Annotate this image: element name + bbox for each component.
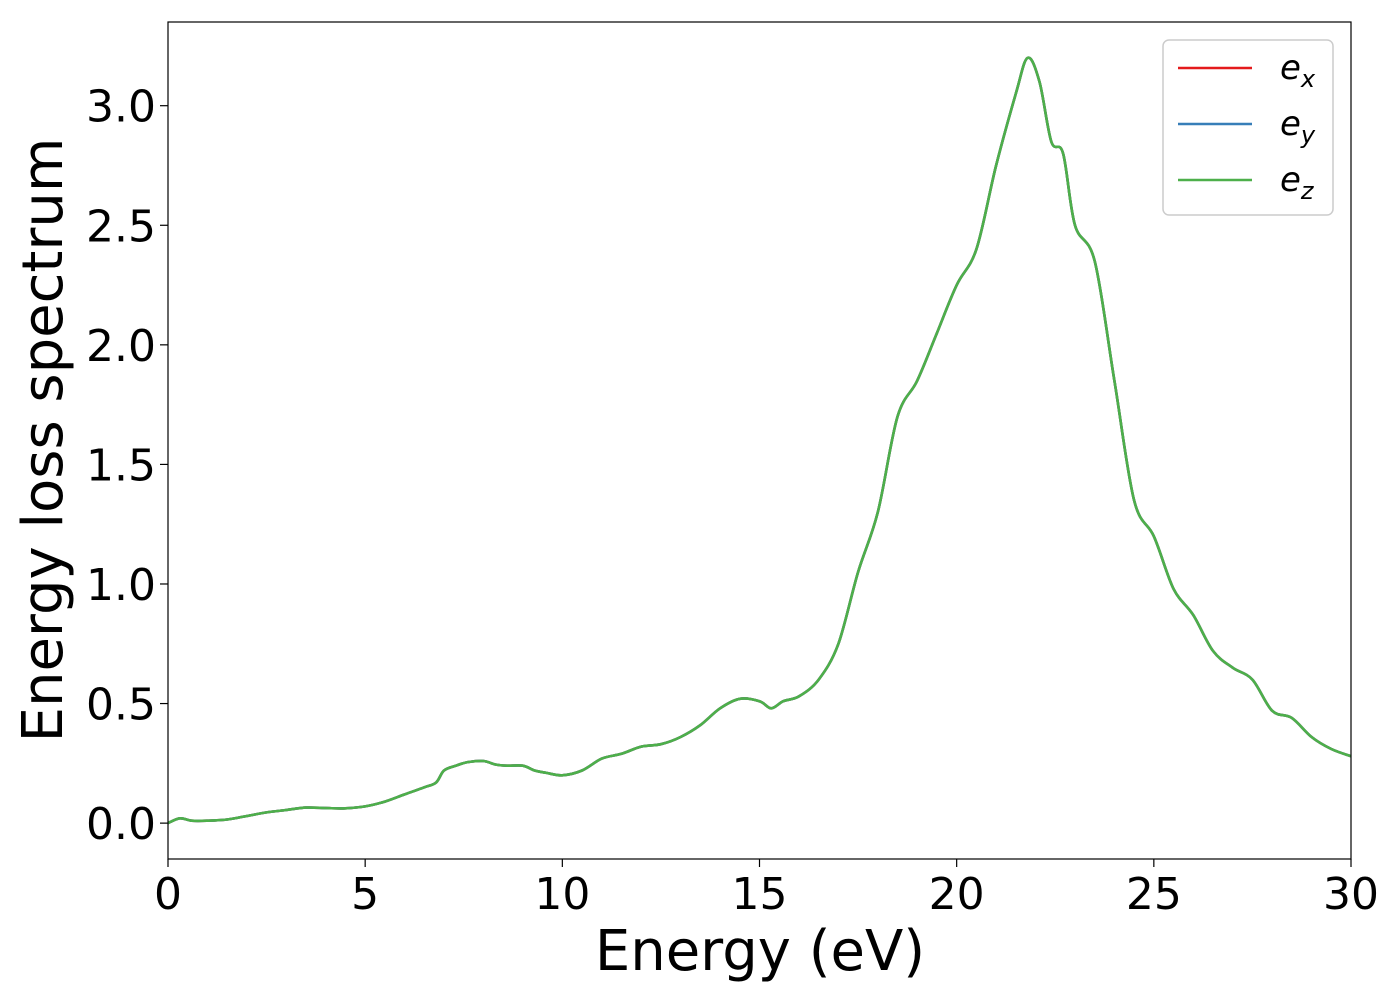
y-tick-label: 2.0 [86,321,156,372]
y-axis-label: Energy loss spectrum [11,138,76,743]
y-tick-label: 1.0 [86,560,156,611]
legend-label-ey: ey [1280,104,1316,149]
x-tick-label: 5 [351,869,379,920]
series-line-ez [167,56,1352,825]
x-tick-label: 15 [732,869,788,920]
y-tick-label: 3.0 [86,82,156,133]
x-axis-ticks: 0 5 10 15 20 25 30 [154,859,1379,920]
legend: ex ey ez [1162,39,1334,216]
legend-box [1162,39,1334,216]
series-layer [167,56,1352,825]
x-tick-label: 10 [534,869,590,920]
x-tick-label: 30 [1323,869,1379,920]
x-tick-label: 0 [154,869,182,920]
y-axis-ticks: 0.0 0.5 1.0 1.5 2.0 2.5 3.0 [86,82,168,850]
legend-label-ez: ez [1280,160,1315,205]
x-tick-label: 20 [929,869,985,920]
legend-label-ex: ex [1280,48,1316,93]
y-tick-label: 0.0 [86,799,156,850]
y-tick-label: 0.5 [86,680,156,731]
y-tick-label: 2.5 [86,201,156,252]
x-axis-label: Energy (eV) [595,919,925,984]
x-tick-label: 25 [1126,869,1182,920]
y-tick-label: 1.5 [86,440,156,491]
plot-area [168,22,1351,859]
